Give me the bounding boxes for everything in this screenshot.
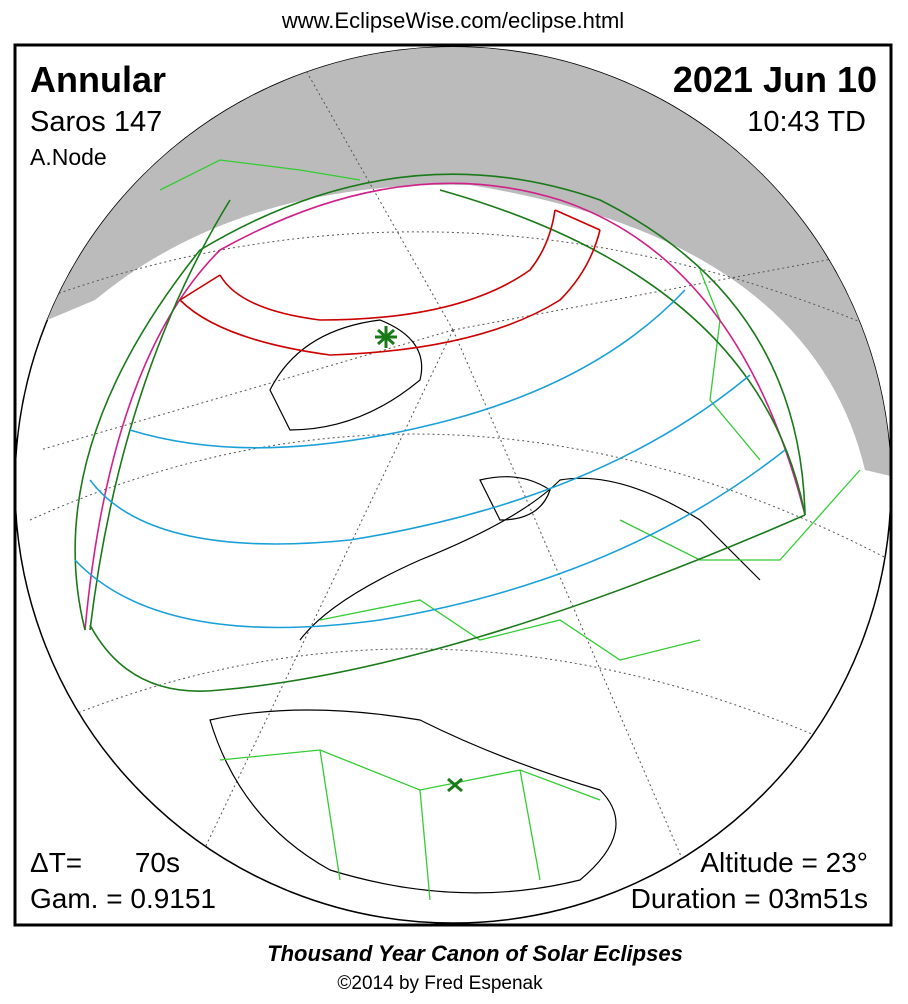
globe-contents (15, 47, 891, 901)
graticule (29, 59, 891, 901)
delta-t-label: ΔT= (30, 847, 82, 878)
frame (13, 43, 893, 927)
saros: Saros 147 (30, 106, 162, 138)
copyright: ©2014 by Fred Espenak (337, 973, 543, 994)
node: A.Node (30, 144, 107, 170)
duration: Duration = 03m51s (631, 883, 868, 914)
header-url: www.EclipseWise.com/eclipse.html (281, 8, 624, 33)
delta-t: 70s (135, 847, 180, 878)
coastlines (209, 319, 761, 894)
sunset-curve (439, 189, 806, 516)
sunrise-curve (89, 199, 231, 631)
time: 10:43 TD (747, 106, 866, 138)
altitude: Altitude = 23° (700, 847, 868, 878)
greatest-eclipse-marker (375, 326, 397, 348)
eclipse-limit-south (89, 514, 806, 692)
date: 2021 Jun 10 (673, 59, 877, 100)
penumbra-limit (84, 182, 806, 631)
subsolar-marker (447, 777, 463, 793)
gamma: Gam. = 0.9151 (30, 883, 216, 914)
night-region (15, 47, 891, 480)
footer-title: Thousand Year Canon of Solar Eclipses (267, 941, 683, 966)
eclipse-limit-north (74, 173, 806, 631)
globe-group (15, 46, 891, 924)
eclipse-type: Annular (30, 59, 166, 100)
borders (159, 159, 861, 901)
annular-path (179, 209, 601, 356)
magnitude-lines (74, 289, 786, 629)
